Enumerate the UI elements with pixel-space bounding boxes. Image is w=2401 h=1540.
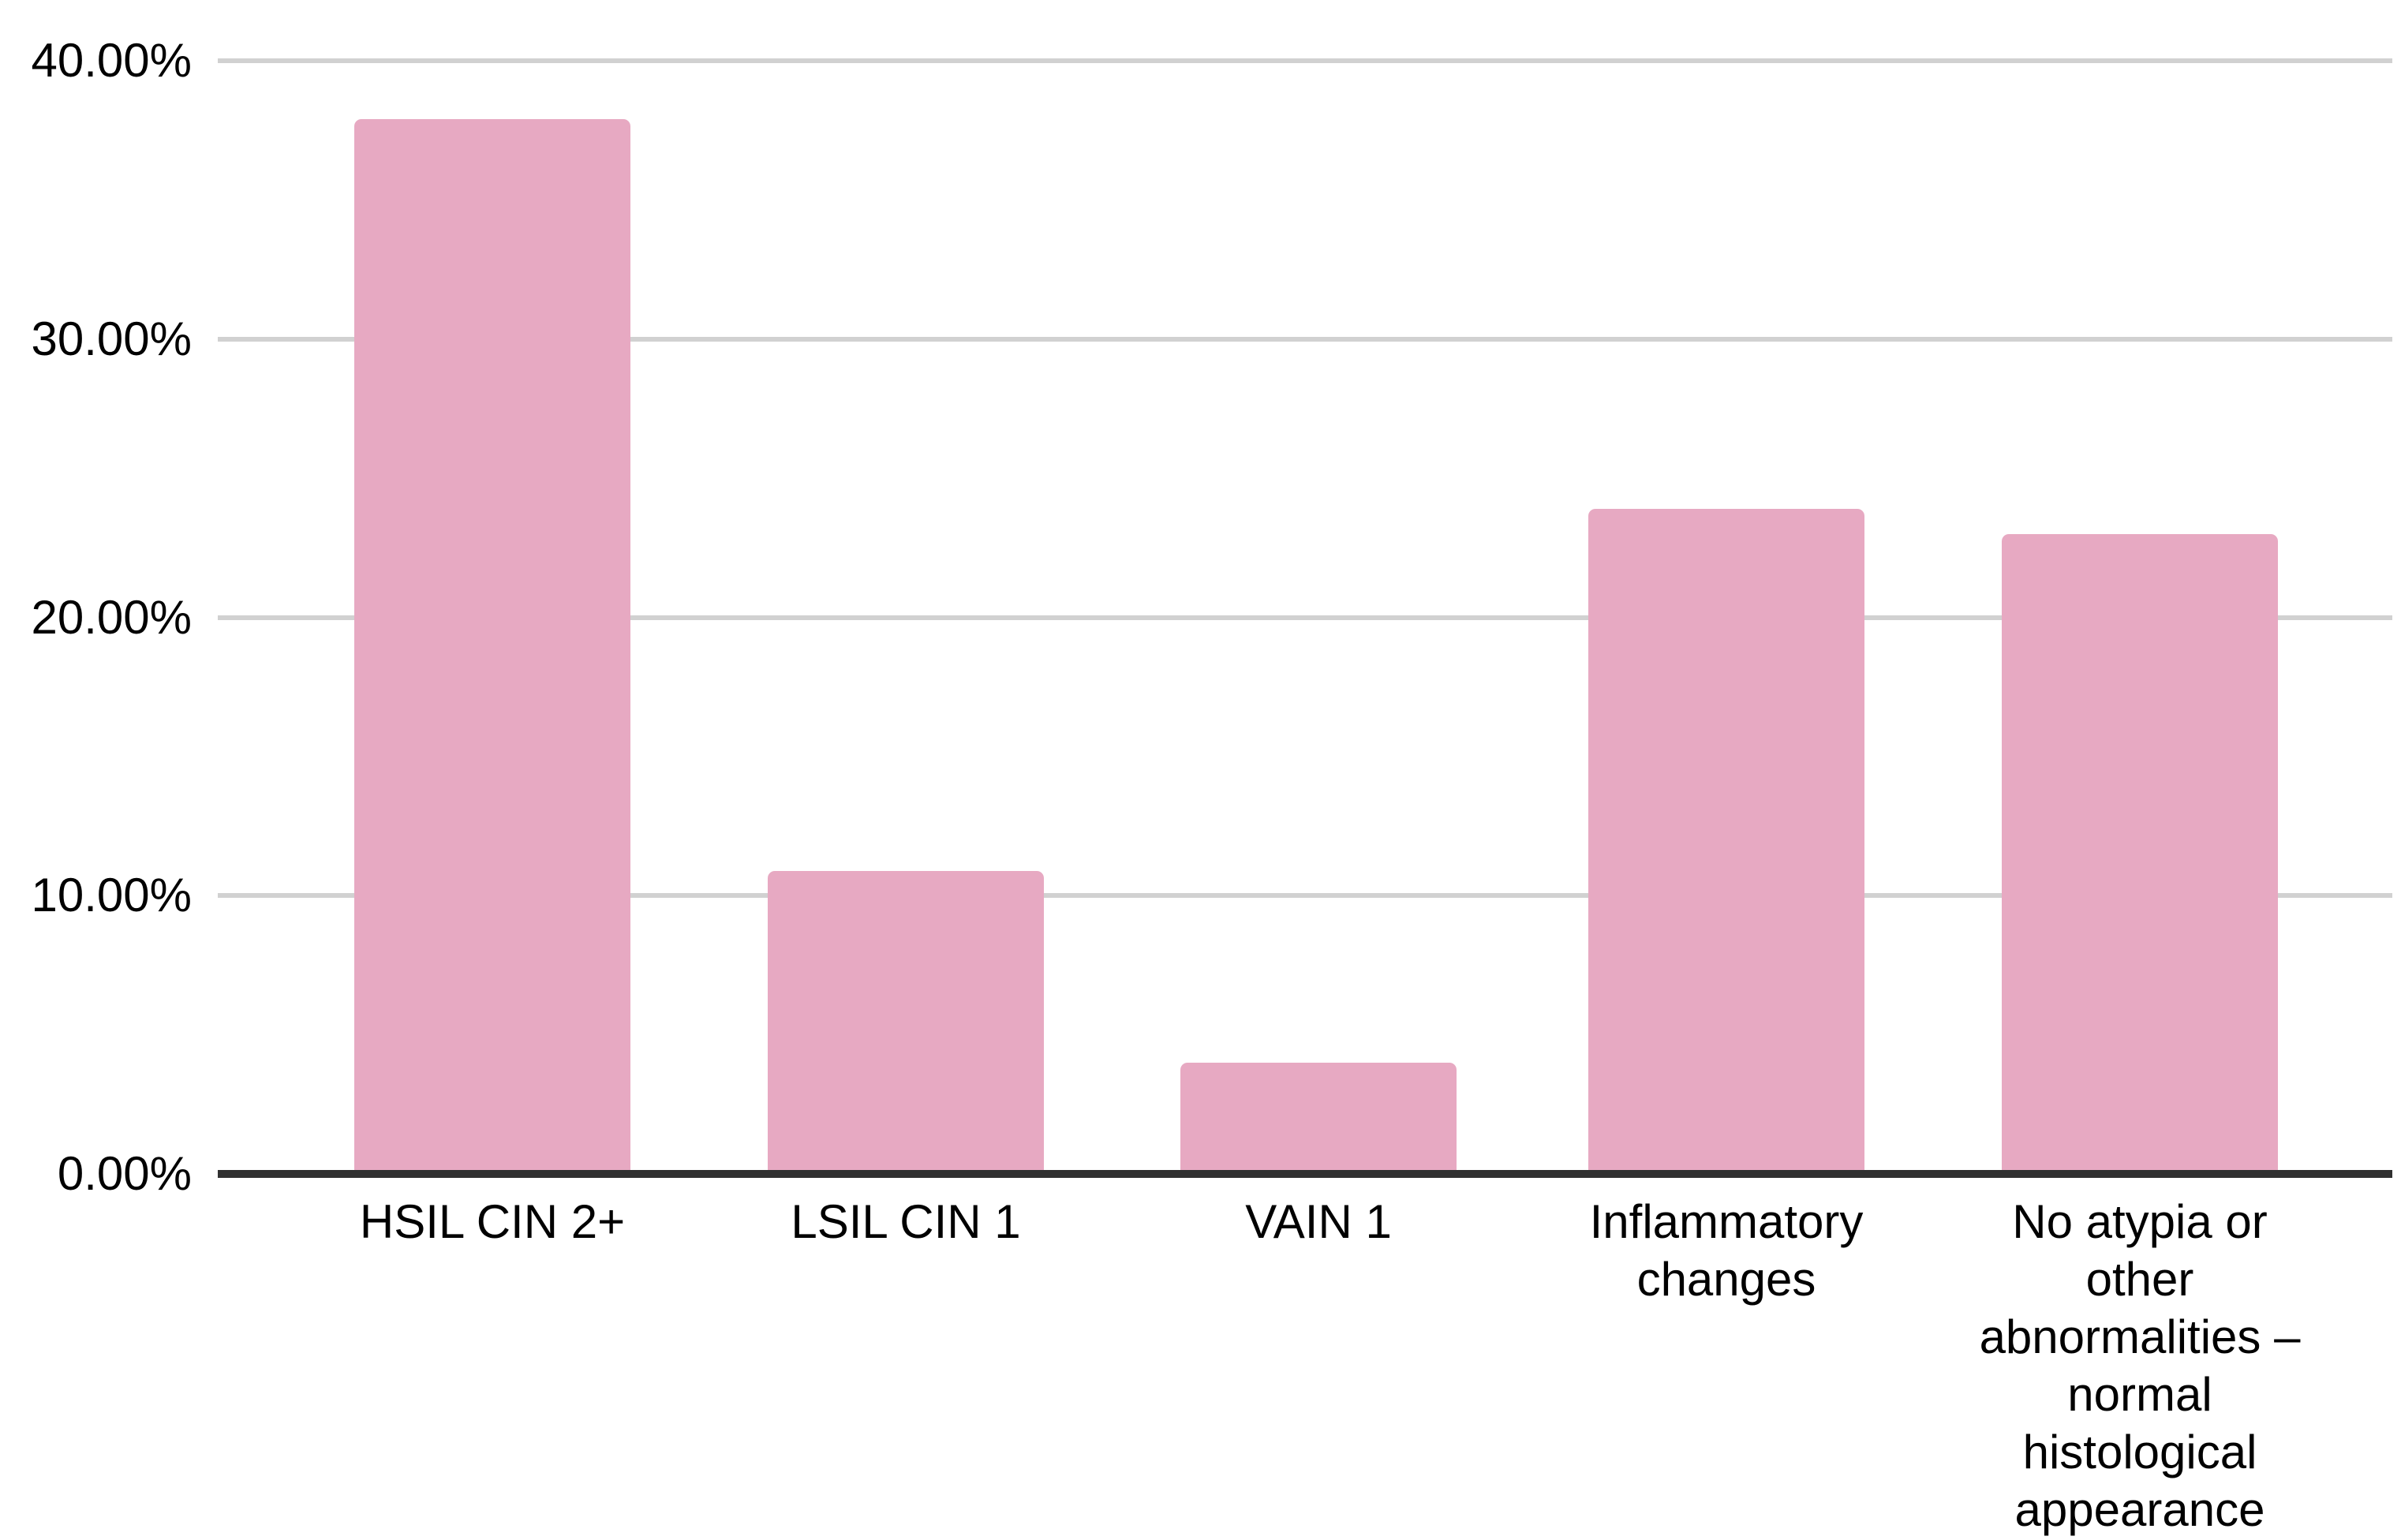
x-tick-label-5-line-1: No atypia or	[2012, 1195, 2268, 1248]
x-tick-label-5-line-6: appearance	[2014, 1483, 2265, 1536]
y-tick-label-30: 30.00%	[31, 312, 193, 365]
x-tick-label-5-line-3: abnormalities –	[1979, 1310, 2301, 1363]
x-tick-label-4-line-1: Inflammatory	[1589, 1195, 1864, 1248]
bar-4	[1588, 509, 1864, 1174]
bar-1	[354, 119, 630, 1174]
x-tick-label-5-line-2: other	[2085, 1253, 2194, 1306]
bar-5	[2002, 534, 2278, 1174]
y-tick-label-0: 0.00%	[57, 1147, 192, 1200]
x-tick-label-2-line-1: LSIL CIN 1	[791, 1195, 1021, 1248]
gridline-10	[218, 893, 2392, 898]
x-tick-label-2: LSIL CIN 1	[661, 1193, 1150, 1250]
bar-2	[768, 871, 1044, 1174]
x-tick-label-5: No atypia or other abnormalities – normal hi…	[1895, 1193, 2384, 1538]
x-tick-label-4: Inflammatory changes	[1482, 1193, 1971, 1308]
x-tick-label-4-line-2: changes	[1636, 1253, 1816, 1306]
bar-3	[1180, 1063, 1457, 1174]
x-axis-line	[218, 1170, 2392, 1178]
x-tick-label-3: VAIN 1	[1074, 1193, 1563, 1250]
gridline-40	[218, 58, 2392, 63]
gridline-30	[218, 337, 2392, 342]
y-tick-label-10: 10.00%	[31, 869, 193, 921]
gridline-20	[218, 615, 2392, 620]
y-tick-label-20: 20.00%	[31, 591, 193, 644]
x-tick-label-5-line-5: histological	[2022, 1426, 2257, 1478]
x-tick-label-1-line-1: HSIL CIN 2+	[359, 1195, 626, 1248]
x-tick-label-5-line-4: normal	[2067, 1368, 2212, 1421]
x-tick-label-1: HSIL CIN 2+	[248, 1193, 737, 1250]
y-tick-label-40: 40.00%	[31, 34, 193, 87]
x-tick-label-3-line-1: VAIN 1	[1245, 1195, 1392, 1248]
